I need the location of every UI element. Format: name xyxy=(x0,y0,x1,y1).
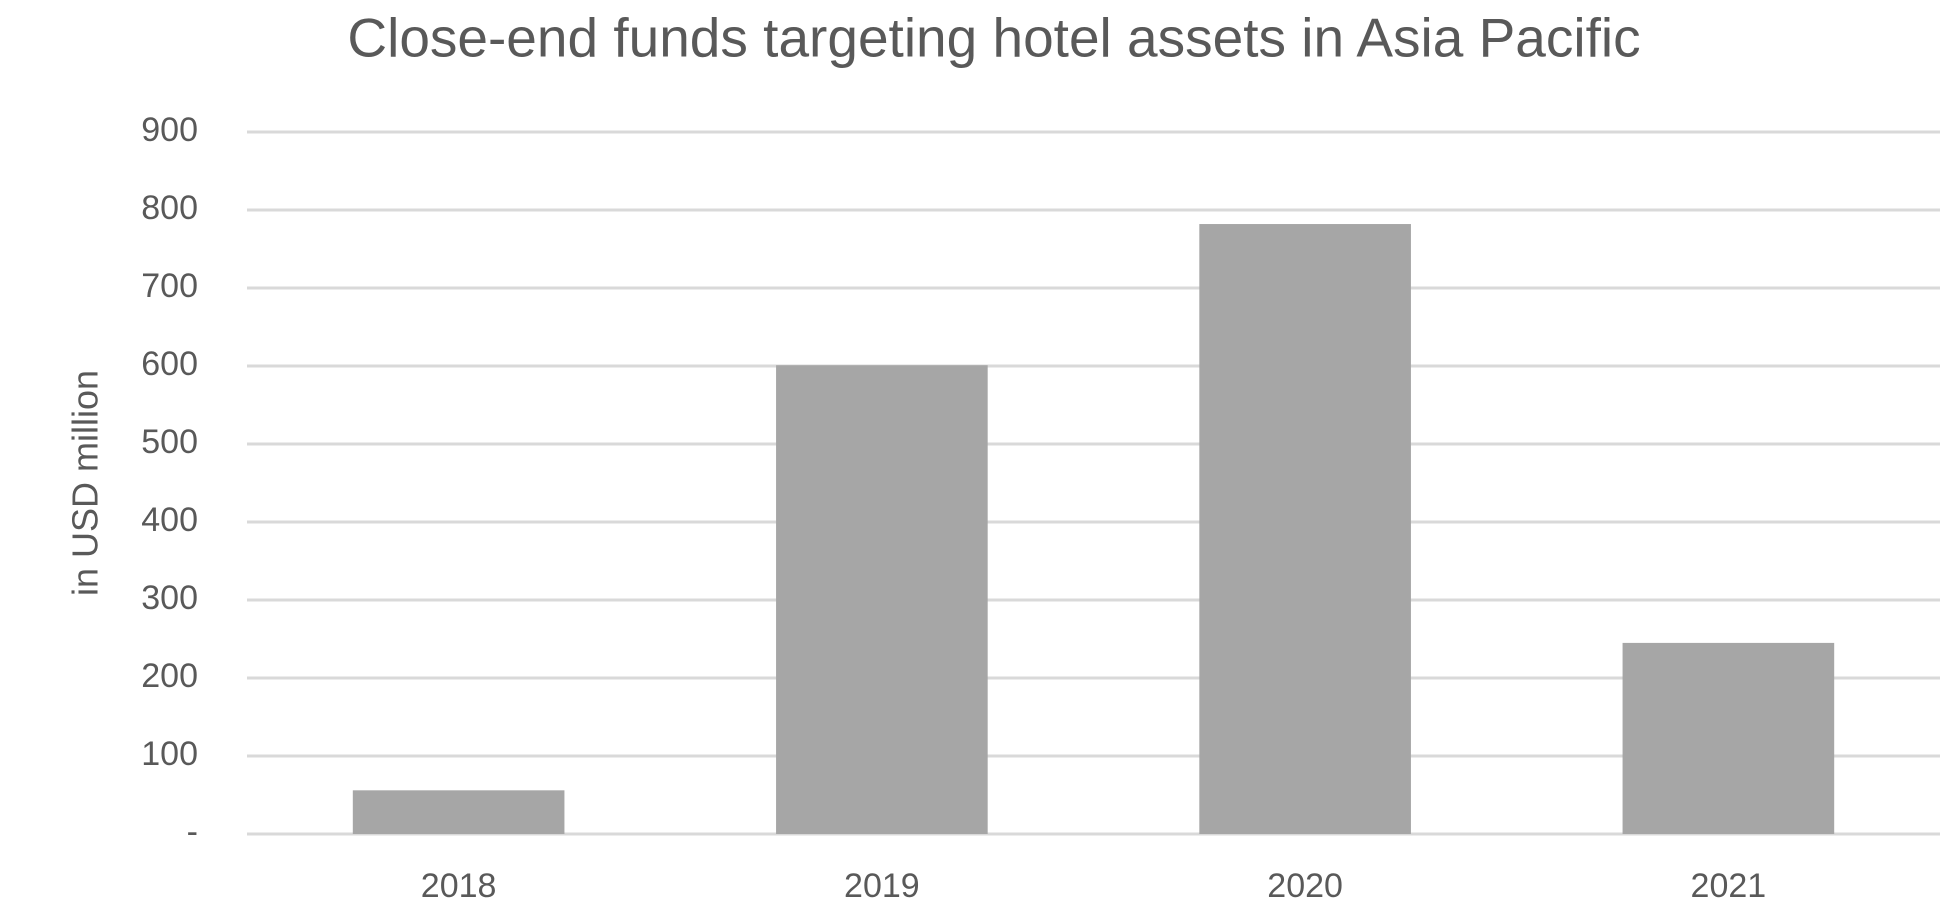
y-tick-label: 800 xyxy=(141,189,198,227)
bar xyxy=(1199,224,1411,835)
bar xyxy=(1622,642,1835,834)
x-tick-label: 2018 xyxy=(421,867,497,905)
chart-title: Close-end funds targeting hotel assets i… xyxy=(347,7,1640,69)
bar xyxy=(352,790,565,834)
y-tick-label: 400 xyxy=(141,501,198,539)
y-axis-label: in USD million xyxy=(65,370,106,596)
y-tick-label: 300 xyxy=(141,579,198,617)
y-tick-label: 500 xyxy=(141,423,198,461)
x-tick-label: 2020 xyxy=(1267,867,1343,905)
y-tick-label: 900 xyxy=(141,111,198,149)
x-tick-label: 2019 xyxy=(844,867,920,905)
y-tick-label: - xyxy=(187,813,198,851)
y-tick-label: 700 xyxy=(141,267,198,305)
bar xyxy=(776,365,988,834)
y-tick-label: 200 xyxy=(141,657,198,695)
y-tick-label: 600 xyxy=(141,345,198,383)
y-tick-label: 100 xyxy=(141,735,198,773)
x-tick-label: 2021 xyxy=(1691,867,1767,905)
